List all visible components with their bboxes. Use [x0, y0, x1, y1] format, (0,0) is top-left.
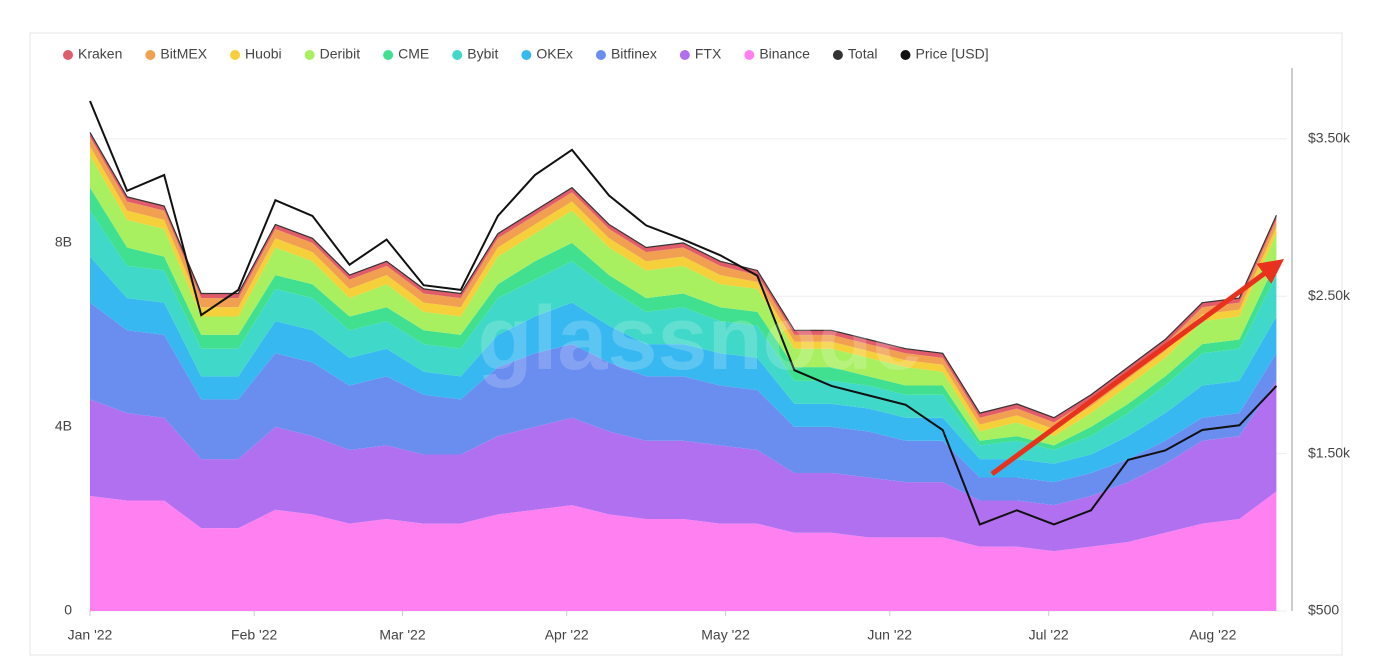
legend-swatch: [900, 50, 911, 60]
legend-swatch: [63, 50, 73, 60]
legend-swatch: [679, 50, 690, 60]
y2-tick-label: $3.50k: [1308, 130, 1351, 146]
watermark: glassnode: [477, 289, 922, 389]
y-tick-label: 4B: [55, 418, 72, 434]
legend-swatch: [744, 50, 755, 60]
x-tick-label: Feb '22: [231, 627, 277, 643]
legend-swatch: [832, 50, 843, 60]
y2-tick-label: $1.50k: [1308, 444, 1351, 460]
legend-swatch: [452, 50, 463, 60]
legend-swatch: [521, 50, 532, 60]
x-tick-label: Jan '22: [68, 627, 113, 643]
line: [89, 100, 1278, 526]
legend-label: CME: [398, 46, 429, 62]
y-tick-label: 8B: [55, 234, 72, 250]
annotation-arrow: [990, 259, 1285, 477]
y2-tick-label: $500: [1308, 602, 1339, 618]
legend-label: Bitfinex: [611, 46, 657, 62]
legend: Kraken BitMEX Huobi Deribit CME Bybit OKEx Bitf…: [63, 46, 989, 62]
legend-label: Huobi: [245, 46, 282, 62]
x-tick-label: Mar '22: [379, 627, 425, 643]
legend-swatch: [595, 50, 606, 60]
area: [90, 302, 1277, 506]
x-tick-label: Jun '22: [867, 627, 912, 643]
legend-swatch: [230, 50, 241, 60]
x-tick-label: Apr '22: [545, 627, 589, 643]
legend-label: Deribit: [320, 46, 361, 62]
legend-label: BitMEX: [160, 46, 207, 62]
legend-label: Bybit: [467, 46, 498, 62]
lines: [89, 100, 1278, 526]
area: [90, 210, 1277, 464]
legend-label: OKEx: [536, 46, 573, 62]
area: [90, 380, 1277, 552]
legend-label: Binance: [759, 46, 810, 62]
area: [90, 491, 1277, 611]
legend-label: Total: [848, 46, 878, 62]
y2-tick-label: $2.50k: [1308, 287, 1351, 303]
x-tick-label: Aug '22: [1189, 627, 1236, 643]
x-tick-label: Jul '22: [1029, 627, 1069, 643]
line: [89, 132, 1277, 419]
legend-swatch: [304, 50, 315, 60]
legend-label: Kraken: [78, 46, 122, 62]
x-tick-label: May '22: [701, 627, 750, 643]
legend-label: Price [USD]: [915, 46, 988, 62]
legend-swatch: [383, 50, 394, 60]
legend-label: FTX: [695, 46, 722, 62]
area: [90, 256, 1277, 483]
legend-swatch: [145, 50, 156, 60]
areas: [90, 132, 1287, 612]
y-tick-label: 0: [64, 602, 72, 618]
